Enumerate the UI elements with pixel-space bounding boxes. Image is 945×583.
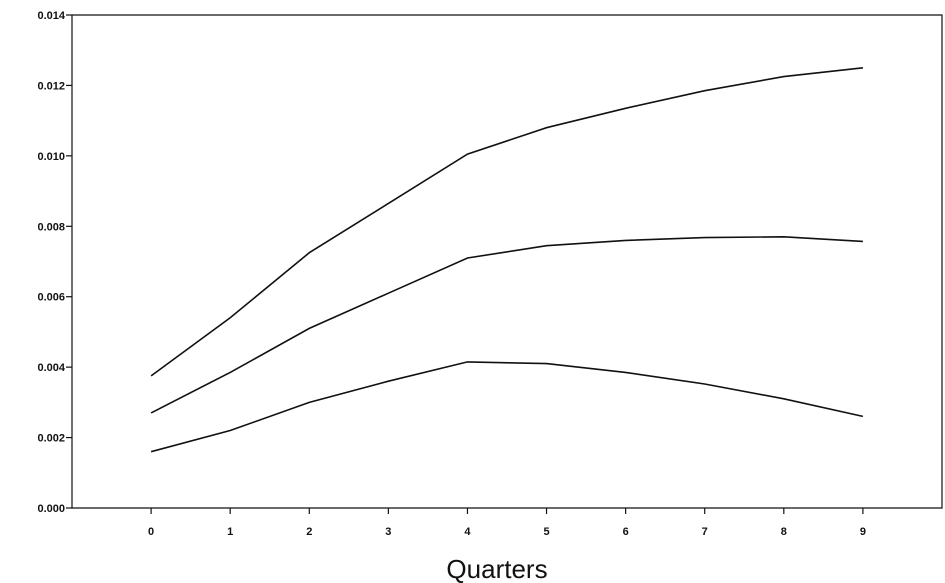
y-tick-label: 0.010 xyxy=(37,151,65,163)
series-group xyxy=(150,67,864,453)
series-line-3 xyxy=(150,361,864,453)
series-line-1 xyxy=(150,67,863,377)
y-tick-label: 0.012 xyxy=(37,80,65,92)
y-tick-label: 0.014 xyxy=(37,10,65,22)
x-tick-label: 3 xyxy=(385,526,391,538)
x-tick-label: 7 xyxy=(702,526,708,538)
x-tick-label: 8 xyxy=(781,526,787,538)
x-tick-label: 6 xyxy=(623,526,629,538)
plot-frame xyxy=(71,14,943,509)
x-tick-label: 1 xyxy=(227,526,233,538)
y-tick-label: 0.004 xyxy=(37,362,65,374)
y-tick-label: 0.006 xyxy=(37,292,65,304)
x-axis-label: Quarters xyxy=(446,554,547,583)
y-tick-label: 0.002 xyxy=(37,433,65,445)
x-tick-label: 5 xyxy=(543,526,549,538)
plot-border xyxy=(71,14,943,509)
x-tick-label: 4 xyxy=(464,526,471,538)
x-tick-label: 9 xyxy=(860,526,866,538)
y-tick-label: 0.000 xyxy=(37,503,65,515)
x-axis: 0 1 2 3 4 5 6 7 8 9 xyxy=(148,508,866,538)
y-tick-label: 0.008 xyxy=(37,221,65,233)
series-line-2 xyxy=(150,235,863,414)
x-tick-label: 2 xyxy=(306,526,312,538)
x-tick-label: 0 xyxy=(148,526,154,538)
y-axis: 0.000 0.002 0.004 0.006 0.008 0.010 0.012 0.014 xyxy=(37,10,72,515)
